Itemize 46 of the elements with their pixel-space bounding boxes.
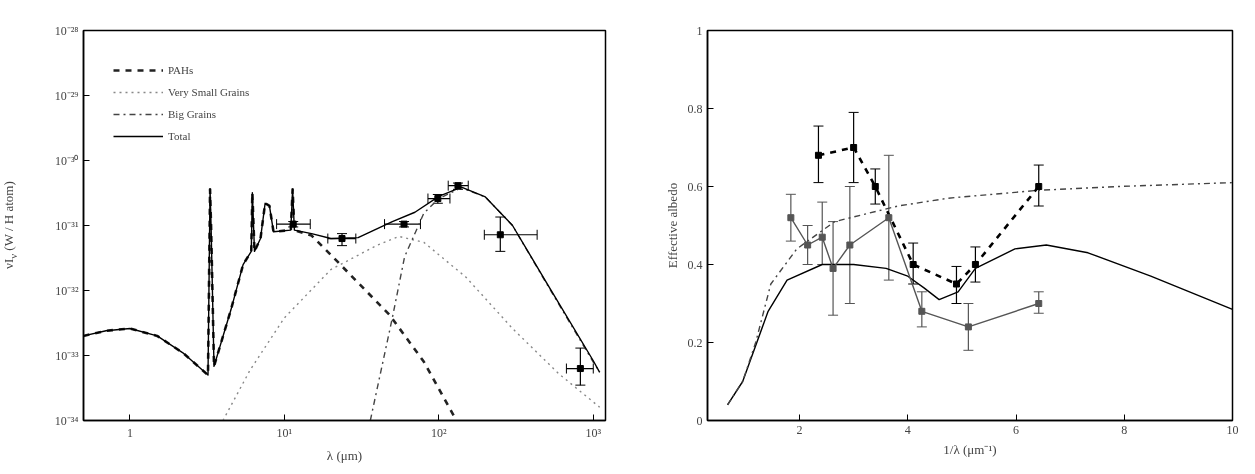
legend-label: PAHs	[168, 64, 194, 76]
x-tick-label: 10³	[585, 425, 602, 440]
y-tick-label: 10⁻³³	[55, 348, 79, 363]
point	[1035, 183, 1043, 190]
y-tick-label: 10⁻³²	[55, 283, 79, 298]
x-tick-label: 10²	[431, 425, 448, 440]
point	[952, 280, 960, 288]
point	[850, 144, 858, 151]
legend-label: Total	[168, 130, 191, 142]
x-axis-title: 1/λ (μm⁻¹)	[943, 441, 997, 457]
x-tick-label: 4	[904, 422, 911, 437]
point	[885, 214, 893, 222]
y-tick-label: 10⁻²⁸	[54, 23, 79, 38]
y-tick-label: 10⁻³⁰	[54, 153, 79, 168]
point	[804, 241, 812, 249]
x-axis-title: λ (μm)	[326, 447, 363, 463]
x-tick-label: 8	[1121, 422, 1128, 437]
point	[1035, 300, 1043, 307]
point	[918, 307, 926, 315]
y-tick-label: 10⁻³⁴	[54, 413, 79, 428]
point	[846, 241, 854, 249]
point	[787, 214, 795, 222]
point	[814, 151, 822, 159]
legend-label: Very Small Grains	[168, 86, 250, 98]
x-tick-label: 1	[126, 425, 133, 440]
x-tick-label: 10	[1226, 422, 1239, 437]
x-tick-label: 10¹	[276, 425, 293, 440]
point	[818, 233, 826, 241]
legend-label: Big Grains	[168, 108, 216, 120]
y-tick-label: 0.2	[687, 335, 703, 350]
line-series	[726, 181, 1233, 406]
y-tick-label: 1	[696, 23, 703, 38]
point	[871, 183, 879, 190]
x-tick-label: 6	[1013, 422, 1020, 437]
y-tick-label: 10⁻³¹	[55, 218, 79, 233]
y-tick-label: 0	[696, 413, 703, 428]
x-tick-label: 2	[796, 422, 803, 437]
y-tick-label: 0.6	[687, 179, 703, 194]
point	[964, 323, 972, 331]
y-tick-label: 0.4	[687, 257, 703, 272]
y-tick-label: 0.8	[687, 101, 703, 116]
point	[909, 261, 917, 268]
point	[971, 261, 979, 268]
point	[829, 264, 837, 272]
y-axis-title: Effective albedo	[664, 182, 680, 269]
y-tick-label: 10⁻²⁹	[54, 88, 79, 103]
